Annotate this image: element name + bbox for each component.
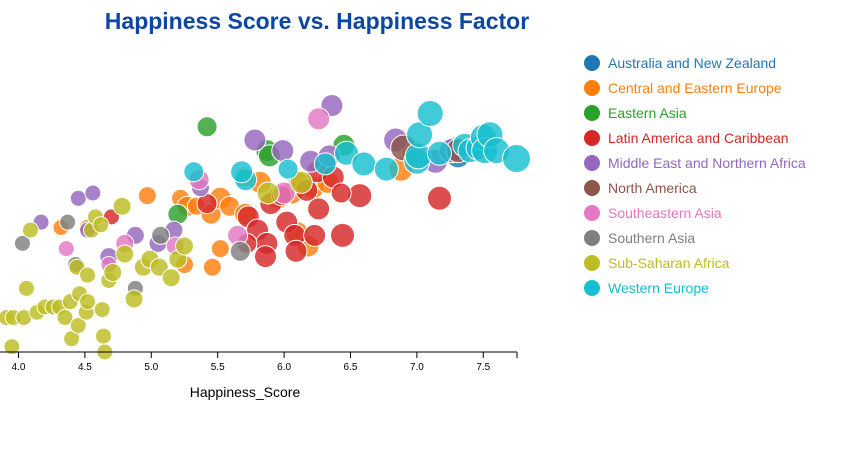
data-point[interactable]: [124, 289, 144, 309]
legend-swatch: [584, 54, 600, 71]
legend-swatch: [584, 204, 600, 221]
chart-title: Happiness Score vs. Happiness Factor: [104, 8, 530, 34]
x-tick-label: 6.0: [277, 362, 291, 373]
legend-swatch: [584, 254, 600, 271]
data-point[interactable]: [56, 309, 74, 327]
legend-item[interactable]: Sub-Saharan Africa: [584, 250, 806, 275]
data-point[interactable]: [426, 140, 452, 166]
data-point[interactable]: [416, 100, 444, 127]
legend-swatch: [584, 229, 600, 246]
x-tick-label: 6.5: [344, 362, 358, 373]
legend-item[interactable]: Southern Asia: [584, 225, 806, 250]
data-point[interactable]: [84, 184, 102, 202]
x-tick-label: 7.0: [410, 362, 424, 373]
legend-swatch: [584, 79, 600, 96]
legend-swatch: [584, 154, 600, 171]
legend-label: Southeastern Asia: [608, 204, 722, 221]
data-point[interactable]: [256, 181, 280, 205]
data-point[interactable]: [79, 293, 97, 311]
data-point[interactable]: [115, 244, 135, 264]
data-point[interactable]: [103, 263, 123, 282]
legend-label: Central and Eastern Europe: [608, 79, 782, 96]
x-tick-label: 4.5: [78, 362, 92, 373]
data-point[interactable]: [426, 185, 452, 211]
data-point[interactable]: [149, 257, 169, 277]
data-point[interactable]: [307, 197, 331, 221]
legend-item[interactable]: Central and Eastern Europe: [584, 75, 806, 100]
data-point[interactable]: [243, 128, 267, 152]
data-point[interactable]: [151, 225, 171, 245]
data-point[interactable]: [94, 327, 112, 345]
legend-label: Sub-Saharan Africa: [608, 254, 730, 271]
data-point[interactable]: [230, 160, 254, 184]
legend-swatch: [584, 104, 600, 121]
legend-label: Western Europe: [608, 279, 709, 296]
data-point[interactable]: [69, 317, 87, 334]
data-point[interactable]: [196, 116, 218, 138]
data-point[interactable]: [229, 240, 251, 262]
legend-item[interactable]: Eastern Asia: [584, 100, 806, 125]
legend-label: North America: [608, 179, 697, 196]
legend-swatch: [584, 179, 600, 196]
legend-label: Middle East and Northern Africa: [608, 154, 806, 171]
data-point[interactable]: [277, 158, 299, 180]
data-point[interactable]: [210, 239, 230, 259]
data-point[interactable]: [13, 234, 31, 252]
legend-label: Southern Asia: [608, 229, 696, 246]
x-tick-label: 7.5: [476, 362, 490, 373]
x-tick-label: 4.0: [12, 362, 26, 373]
legend: Australia and New Zealand Central and Eas…: [584, 50, 806, 300]
data-point[interactable]: [330, 182, 352, 204]
data-point[interactable]: [502, 144, 531, 174]
legend-item[interactable]: Southeastern Asia: [584, 200, 806, 225]
data-point[interactable]: [313, 152, 337, 176]
data-point[interactable]: [93, 301, 111, 319]
data-point[interactable]: [347, 183, 373, 209]
data-point[interactable]: [112, 196, 132, 216]
data-point[interactable]: [183, 161, 205, 183]
data-point[interactable]: [307, 107, 331, 131]
legend-label: Eastern Asia: [608, 104, 687, 121]
legend-swatch: [584, 279, 600, 296]
x-axis-ticks: 4.0 4.5 5.0 5.5 6.0 6.5 7.0 7.5: [12, 352, 518, 373]
data-point[interactable]: [254, 245, 278, 269]
x-axis-title: Happiness_Score: [190, 384, 301, 400]
data-point[interactable]: [137, 186, 157, 206]
data-point[interactable]: [69, 189, 87, 207]
x-tick-label: 5.5: [211, 362, 225, 373]
data-point[interactable]: [57, 240, 75, 258]
data-point[interactable]: [373, 156, 399, 182]
data-point[interactable]: [175, 236, 194, 256]
legend-item[interactable]: Middle East and Northern Africa: [584, 150, 806, 175]
data-point[interactable]: [59, 213, 77, 231]
data-point[interactable]: [289, 170, 313, 194]
legend-swatch: [584, 129, 600, 146]
legend-item[interactable]: Australia and New Zealand: [584, 50, 806, 75]
data-point[interactable]: [330, 222, 356, 248]
data-point[interactable]: [79, 266, 97, 284]
data-point[interactable]: [351, 151, 377, 177]
legend-label: Australia and New Zealand: [608, 54, 777, 71]
legend-item[interactable]: North America: [584, 175, 806, 200]
legend-label: Latin America and Caribbean: [608, 129, 789, 146]
data-point[interactable]: [3, 338, 21, 356]
data-point[interactable]: [17, 279, 35, 297]
data-point[interactable]: [161, 268, 181, 288]
data-point[interactable]: [271, 139, 295, 163]
data-point[interactable]: [284, 239, 308, 263]
data-point[interactable]: [92, 216, 110, 234]
data-point[interactable]: [21, 221, 39, 239]
legend-item[interactable]: Latin America and Caribbean: [584, 125, 806, 150]
points-layer: [0, 94, 531, 361]
data-point[interactable]: [303, 223, 327, 247]
x-tick-label: 5.0: [144, 362, 158, 373]
legend-item[interactable]: Western Europe: [584, 275, 806, 300]
data-point[interactable]: [202, 257, 222, 277]
